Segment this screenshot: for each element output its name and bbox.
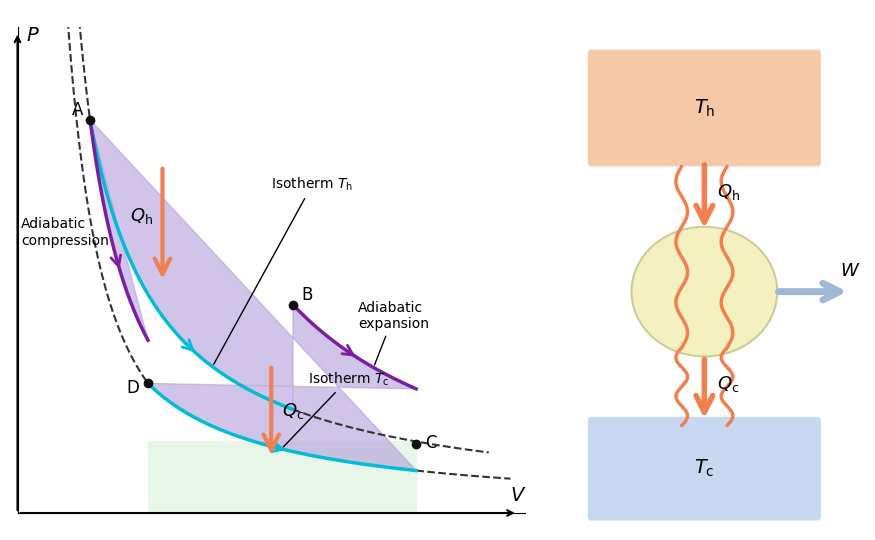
Text: $V$: $V$ <box>510 487 527 505</box>
Text: $Q_\mathrm{h}$: $Q_\mathrm{h}$ <box>718 181 740 201</box>
Text: Adiabatic
expansion: Adiabatic expansion <box>358 301 430 365</box>
Bar <box>148 441 416 513</box>
Text: B: B <box>302 286 313 304</box>
Text: $W$: $W$ <box>840 262 861 280</box>
Text: $T_\mathrm{c}$: $T_\mathrm{c}$ <box>694 458 715 480</box>
Text: $T_\mathrm{h}$: $T_\mathrm{h}$ <box>694 97 715 119</box>
Text: $Q_\mathrm{c}$: $Q_\mathrm{c}$ <box>718 374 739 394</box>
Text: $Q_\mathrm{h}$: $Q_\mathrm{h}$ <box>130 206 153 226</box>
Text: $Q_\mathrm{c}$: $Q_\mathrm{c}$ <box>282 401 304 421</box>
Text: D: D <box>126 379 139 397</box>
Text: C: C <box>425 434 437 452</box>
Polygon shape <box>90 119 416 470</box>
Text: $P$: $P$ <box>26 26 40 45</box>
FancyBboxPatch shape <box>588 50 821 166</box>
Text: Adiabatic
compression: Adiabatic compression <box>21 217 109 247</box>
Text: Isotherm $T_\mathrm{c}$: Isotherm $T_\mathrm{c}$ <box>284 370 388 447</box>
FancyBboxPatch shape <box>588 417 821 521</box>
Text: A: A <box>72 101 83 119</box>
Text: Isotherm $T_\mathrm{h}$: Isotherm $T_\mathrm{h}$ <box>214 176 354 364</box>
Ellipse shape <box>632 227 777 356</box>
